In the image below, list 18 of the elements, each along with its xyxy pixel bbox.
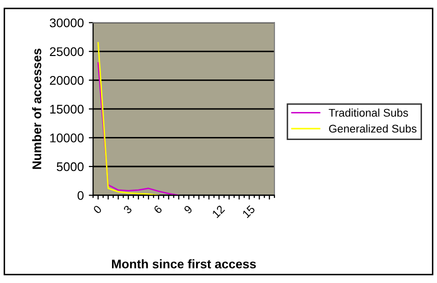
x-tick-label: 0 — [92, 204, 102, 214]
y-tick-label: 0 — [78, 191, 84, 200]
line-series — [97, 62, 180, 196]
y-tick-label: 20000 — [50, 76, 84, 85]
y-tick-label: 5000 — [56, 162, 84, 172]
y-tick-label: 15000 — [50, 104, 84, 114]
x-tick-label: 3 — [123, 204, 132, 214]
y-tick-label: 25000 — [50, 47, 84, 56]
legend-label: Generalized Subs — [329, 124, 416, 133]
y-axis-title: Number of accesses — [32, 48, 42, 169]
x-tick-label: 6 — [153, 204, 163, 214]
legend-label: Traditional Subs — [328, 108, 408, 117]
y-tick-label: 30000 — [50, 18, 84, 28]
x-axis-title: Month since first access — [112, 259, 256, 268]
x-tick-label: 12 — [212, 204, 226, 218]
x-tick-label: 15 — [242, 204, 256, 218]
x-tick-label: 9 — [184, 204, 193, 214]
y-tick-label: 10000 — [50, 134, 84, 142]
